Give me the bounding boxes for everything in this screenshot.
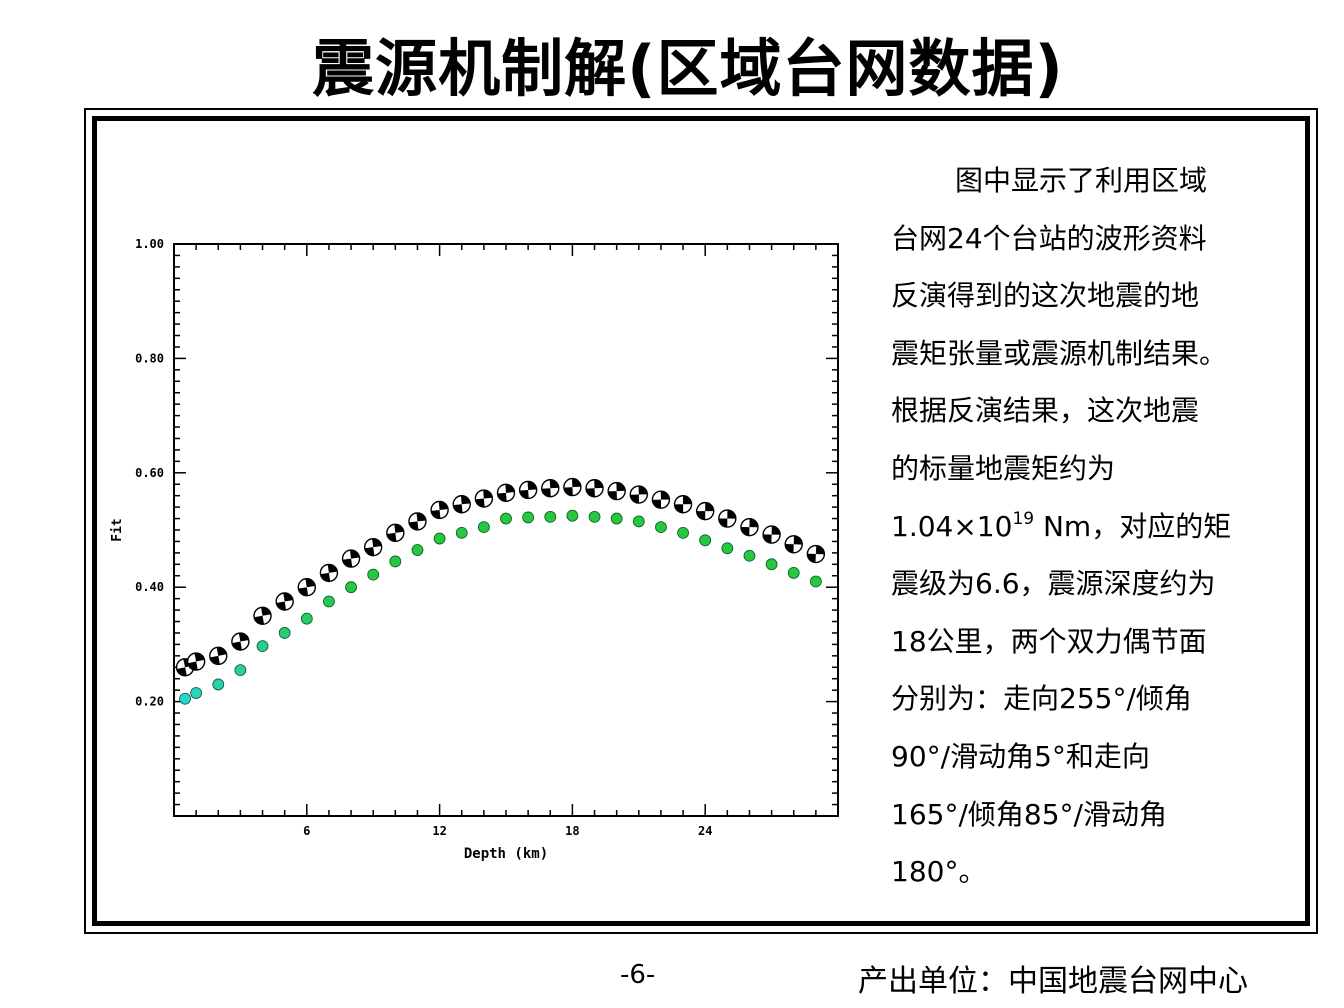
- data-point-dot: [522, 511, 535, 524]
- description-text: 图中显示了利用区域 台网24个台站的波形资料 反演得到的这次地震的地 震矩张量或…: [891, 152, 1271, 901]
- data-point-dot: [677, 526, 689, 539]
- data-point-dot: [300, 612, 313, 625]
- desc-line: 90°/滑动角5°和走向: [891, 739, 1150, 773]
- desc-line: 震矩张量或震源机制结果。: [891, 336, 1228, 370]
- y-tick-label: 0.40: [135, 580, 164, 594]
- x-tick-label: 12: [432, 824, 446, 838]
- desc-line: 的标量地震矩约为: [891, 451, 1116, 485]
- data-point-dot: [809, 575, 822, 588]
- data-point-dot: [500, 512, 512, 525]
- data-point-dot: [455, 526, 468, 539]
- x-axis-ticks: 6 12 18 24: [195, 244, 817, 838]
- x-tick-label: 6: [303, 824, 310, 838]
- desc-line: 165°/倾角85°/滑动角: [891, 797, 1167, 831]
- content-frame: [84, 108, 1318, 934]
- data-point-dot: [655, 521, 667, 534]
- data-point-beachball: [230, 631, 251, 652]
- page-title: 震源机制解(区域台网数据): [312, 32, 1064, 105]
- data-point-beachball: [629, 485, 648, 504]
- data-point-dot: [477, 521, 490, 534]
- data-point-dot: [566, 509, 579, 522]
- data-point-beachball: [762, 525, 781, 544]
- desc-line: 震级为6.6，震源深度约为: [891, 567, 1216, 601]
- data-point-dot: [212, 678, 225, 691]
- data-point-dot: [190, 687, 203, 699]
- data-point-dot: [323, 595, 335, 608]
- x-tick-label: 24: [698, 824, 712, 838]
- desc-line-moment: 1.04×1019 Nm，对应的矩: [891, 498, 1271, 556]
- data-point-dot: [743, 549, 756, 562]
- desc-line: 180°。: [891, 855, 987, 889]
- data-point-beachball: [806, 544, 826, 564]
- data-point-dot: [234, 664, 247, 677]
- producer-credit: 产出单位：中国地震台网中心: [858, 964, 1248, 999]
- y-axis-ticks: 0.20 0.40 0.60 0.80 1.00: [135, 237, 838, 806]
- content-frame-inner: [92, 116, 1310, 926]
- data-point-dot: [588, 510, 601, 523]
- moment-base: 1.04×10: [891, 509, 1013, 543]
- data-point-dot: [721, 542, 734, 555]
- data-point-dot: [765, 558, 778, 571]
- x-tick-label: 18: [565, 824, 579, 838]
- desc-line: 根据反演结果，这次地震: [891, 394, 1200, 428]
- moment-exponent: 19: [1012, 508, 1035, 529]
- data-point-beachball: [408, 512, 427, 531]
- page-number: -6-: [620, 960, 656, 990]
- data-point-dot: [278, 627, 291, 639]
- x-axis-label: Depth (km): [464, 846, 548, 862]
- data-point-dot: [367, 568, 380, 581]
- data-point-dot: [256, 640, 269, 653]
- data-point-beachball: [673, 495, 693, 514]
- data-point-dot: [544, 510, 557, 523]
- series-dots: [179, 509, 822, 705]
- y-tick-label: 0.60: [135, 466, 164, 480]
- data-point-dot: [787, 566, 800, 579]
- data-point-dot: [610, 512, 623, 525]
- data-point-beachball: [319, 563, 339, 583]
- data-point-dot: [433, 532, 446, 545]
- y-axis-label: Fit: [110, 518, 125, 541]
- data-point-dot: [179, 692, 191, 705]
- desc-line: 台网24个台站的波形资料: [891, 221, 1207, 255]
- desc-line: 18公里，两个双力偶节面: [891, 624, 1207, 658]
- data-point-beachball: [607, 481, 626, 501]
- desc-line: 分别为：走向255°/倾角: [891, 682, 1192, 716]
- y-tick-label: 0.80: [135, 351, 164, 365]
- y-tick-label: 1.00: [135, 237, 164, 251]
- plot-area: [173, 243, 839, 817]
- fit-vs-depth-chart: 6 12 18 24 0.200.400.600.801.00 Depth (km) …: [110, 237, 839, 862]
- moment-unit: Nm，对应的矩: [1034, 509, 1232, 543]
- data-point-dot: [389, 555, 402, 568]
- data-point-dot: [632, 515, 645, 528]
- y-tick-label: 0.20: [135, 695, 164, 709]
- desc-line: 图中显示了利用区域: [955, 164, 1208, 197]
- data-point-dot: [699, 534, 712, 547]
- data-point-dot: [411, 544, 424, 556]
- desc-line: 反演得到的这次地震的地: [891, 279, 1200, 313]
- data-point-dot: [345, 581, 357, 594]
